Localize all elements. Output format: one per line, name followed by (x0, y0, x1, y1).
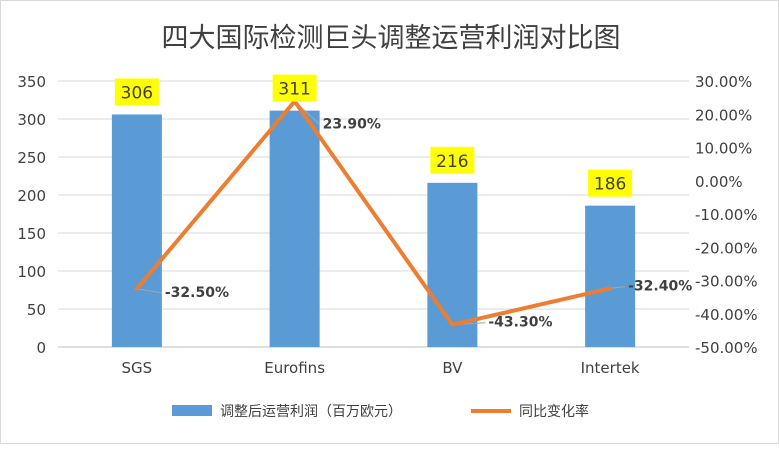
line-path (134, 99, 613, 327)
right-axis-tick-label: -20.00% (695, 239, 758, 257)
legend-bar-swatch (172, 405, 212, 416)
gridlines (58, 80, 689, 348)
legend: 调整后运营利润（百万欧元） 同比变化率 (172, 403, 589, 420)
bar-data-label: 186 (594, 175, 626, 195)
left-axis-tick-label: 350 (17, 73, 46, 91)
right-axis-tick-label: 10.00% (695, 140, 752, 158)
bar-label-background (430, 146, 475, 174)
line-data-label: -43.30% (488, 315, 552, 331)
left-axis-tick-label: 50 (27, 301, 46, 319)
category-label: SGS (122, 359, 153, 377)
right-axis-tick-label: 0.00% (695, 173, 743, 191)
right-axis-tick-label: 30.00% (695, 73, 752, 91)
bar-label-background (114, 78, 159, 106)
line-data-label: 23.90% (323, 116, 381, 132)
category-label: Eurofins (264, 359, 325, 377)
bar-label-background (588, 169, 633, 197)
bar-series (111, 110, 636, 347)
bar-data-label: 311 (278, 80, 310, 100)
left-axis-tick-label: 300 (17, 111, 46, 129)
left-axis-tick-label: 0 (36, 339, 46, 357)
leader-line (610, 285, 626, 289)
category-axis-labels: SGS Eurofins BV Intertek (122, 359, 640, 377)
right-axis-tick-label: -40.00% (695, 306, 758, 324)
chart-title: 四大国际检测巨头调整运营利润对比图 (162, 23, 621, 54)
bar (111, 114, 162, 347)
right-axis-tick-label: -50.00% (695, 339, 758, 357)
right-axis-ticks: -50.00% -40.00% -30.00% -20.00% -10.00% 0.00%… (695, 73, 758, 357)
bar (269, 110, 320, 347)
line-data-label: -32.40% (628, 278, 692, 294)
right-axis-tick-label: -10.00% (695, 206, 758, 224)
category-label: BV (442, 359, 463, 377)
left-axis-tick-label: 200 (17, 187, 46, 205)
bar-data-label: 216 (436, 152, 468, 172)
left-axis-tick-label: 100 (17, 263, 46, 281)
line-data-label: -32.50% (165, 285, 229, 301)
bar-data-label: 306 (121, 83, 153, 103)
right-axis-tick-label: 20.00% (695, 106, 752, 124)
right-axis-tick-label: -30.00% (695, 273, 758, 291)
leader-line (136, 288, 162, 294)
bar-label-background (272, 74, 317, 102)
line-series (134, 99, 613, 327)
category-label: Intertek (581, 359, 640, 377)
legend-line-label: 同比变化率 (519, 403, 589, 420)
left-axis-tick-label: 250 (17, 149, 46, 167)
left-axis-ticks: 0 50 100 150 200 250 300 350 (17, 73, 46, 357)
left-axis-tick-label: 150 (17, 225, 46, 243)
bar-data-labels: 306 311 216 186 (114, 74, 633, 197)
legend-bar-label: 调整后运营利润（百万欧元） (220, 404, 402, 420)
bar (585, 205, 636, 347)
line-data-labels: -32.50% 23.90% -43.30% -32.40% (165, 116, 692, 330)
